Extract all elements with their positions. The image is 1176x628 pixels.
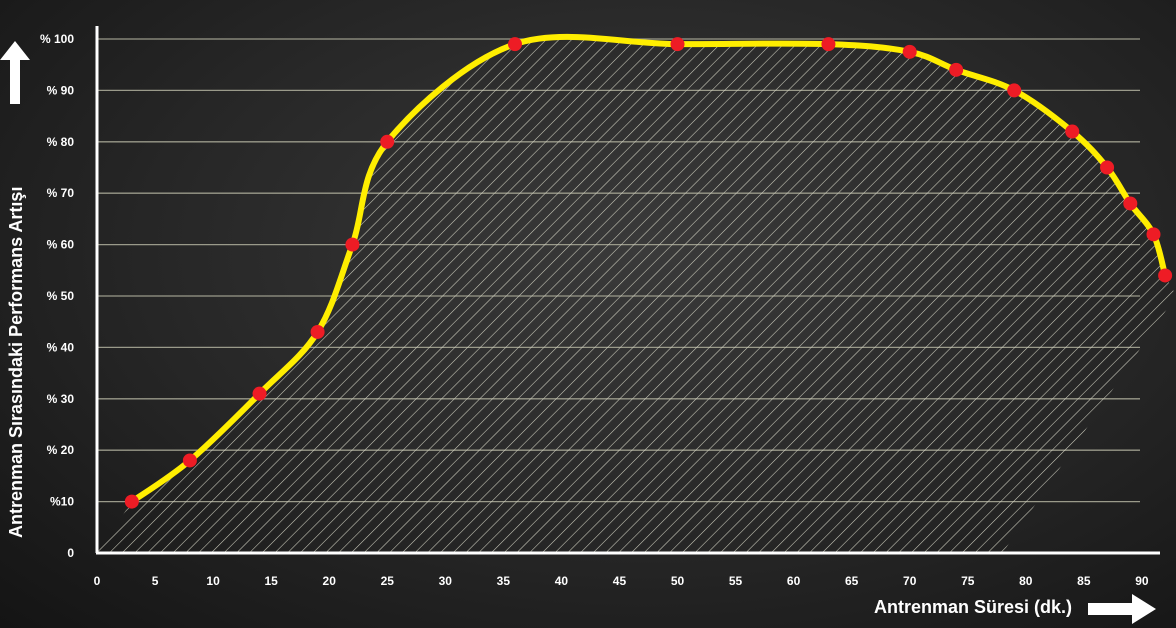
x-tick-label: 25 [381,574,395,588]
y-tick-label: % 40 [47,340,75,354]
data-point [252,386,267,401]
x-tick-label: 80 [1019,574,1033,588]
x-tick-label: 60 [787,574,801,588]
y-tick-label: 0 [67,546,74,560]
data-point [1065,124,1080,139]
data-point [1007,83,1022,98]
data-point [902,44,917,59]
data-point [949,62,964,77]
data-point [507,37,522,52]
x-tick-label: 15 [264,574,278,588]
x-tick-label: 20 [323,574,337,588]
data-points [124,37,1173,509]
data-point [1146,227,1161,242]
y-tick-label: % 90 [47,83,75,97]
x-tick-label: 70 [903,574,917,588]
axes [95,26,1160,555]
y-tick-label: % 30 [47,392,75,406]
x-tick-label: 35 [497,574,511,588]
data-point [182,453,197,468]
y-tick-label: % 50 [47,289,75,303]
data-point [1158,268,1173,283]
x-tick-label: 65 [845,574,859,588]
data-point [310,324,325,339]
y-tick-label: % 100 [40,32,74,46]
x-axis-title-group: Antrenman Süresi (dk.) [874,594,1156,624]
y-axis-title: Antrenman Sırasındaki Performans Artışı [6,187,26,538]
y-tick-label: %10 [50,495,74,509]
x-tick-label: 90 [1135,574,1149,588]
x-tick-label: 10 [206,574,220,588]
data-point [821,37,836,52]
x-tick-label: 40 [555,574,569,588]
right-arrow-icon [1088,594,1156,624]
data-point [670,37,685,52]
data-point [345,237,360,252]
x-tick-label: 45 [613,574,627,588]
y-tick-label: % 60 [47,238,75,252]
x-tick-label: 55 [729,574,743,588]
hatched-area [97,36,1176,553]
data-point [124,494,139,509]
x-axis-title: Antrenman Süresi (dk.) [874,597,1072,617]
up-arrow-icon [0,41,30,104]
y-tick-label: % 20 [47,443,75,457]
x-tick-label: 0 [94,574,101,588]
x-tick-label: 85 [1077,574,1091,588]
x-tick-label: 50 [671,574,685,588]
tick-labels: 0 %10 % 20 % 30 % 40 % 50 % 60 % 70 % 80 % 90 % 10… [40,32,1149,588]
data-point [1123,196,1138,211]
data-point [1100,160,1115,175]
x-tick-label: 30 [439,574,453,588]
y-tick-label: % 70 [47,186,75,200]
y-axis-title-group: Antrenman Sırasındaki Performans Artışı [0,41,30,538]
y-tick-label: % 80 [47,135,75,149]
data-point [380,134,395,149]
x-tick-label: 75 [961,574,975,588]
x-tick-label: 5 [152,574,159,588]
